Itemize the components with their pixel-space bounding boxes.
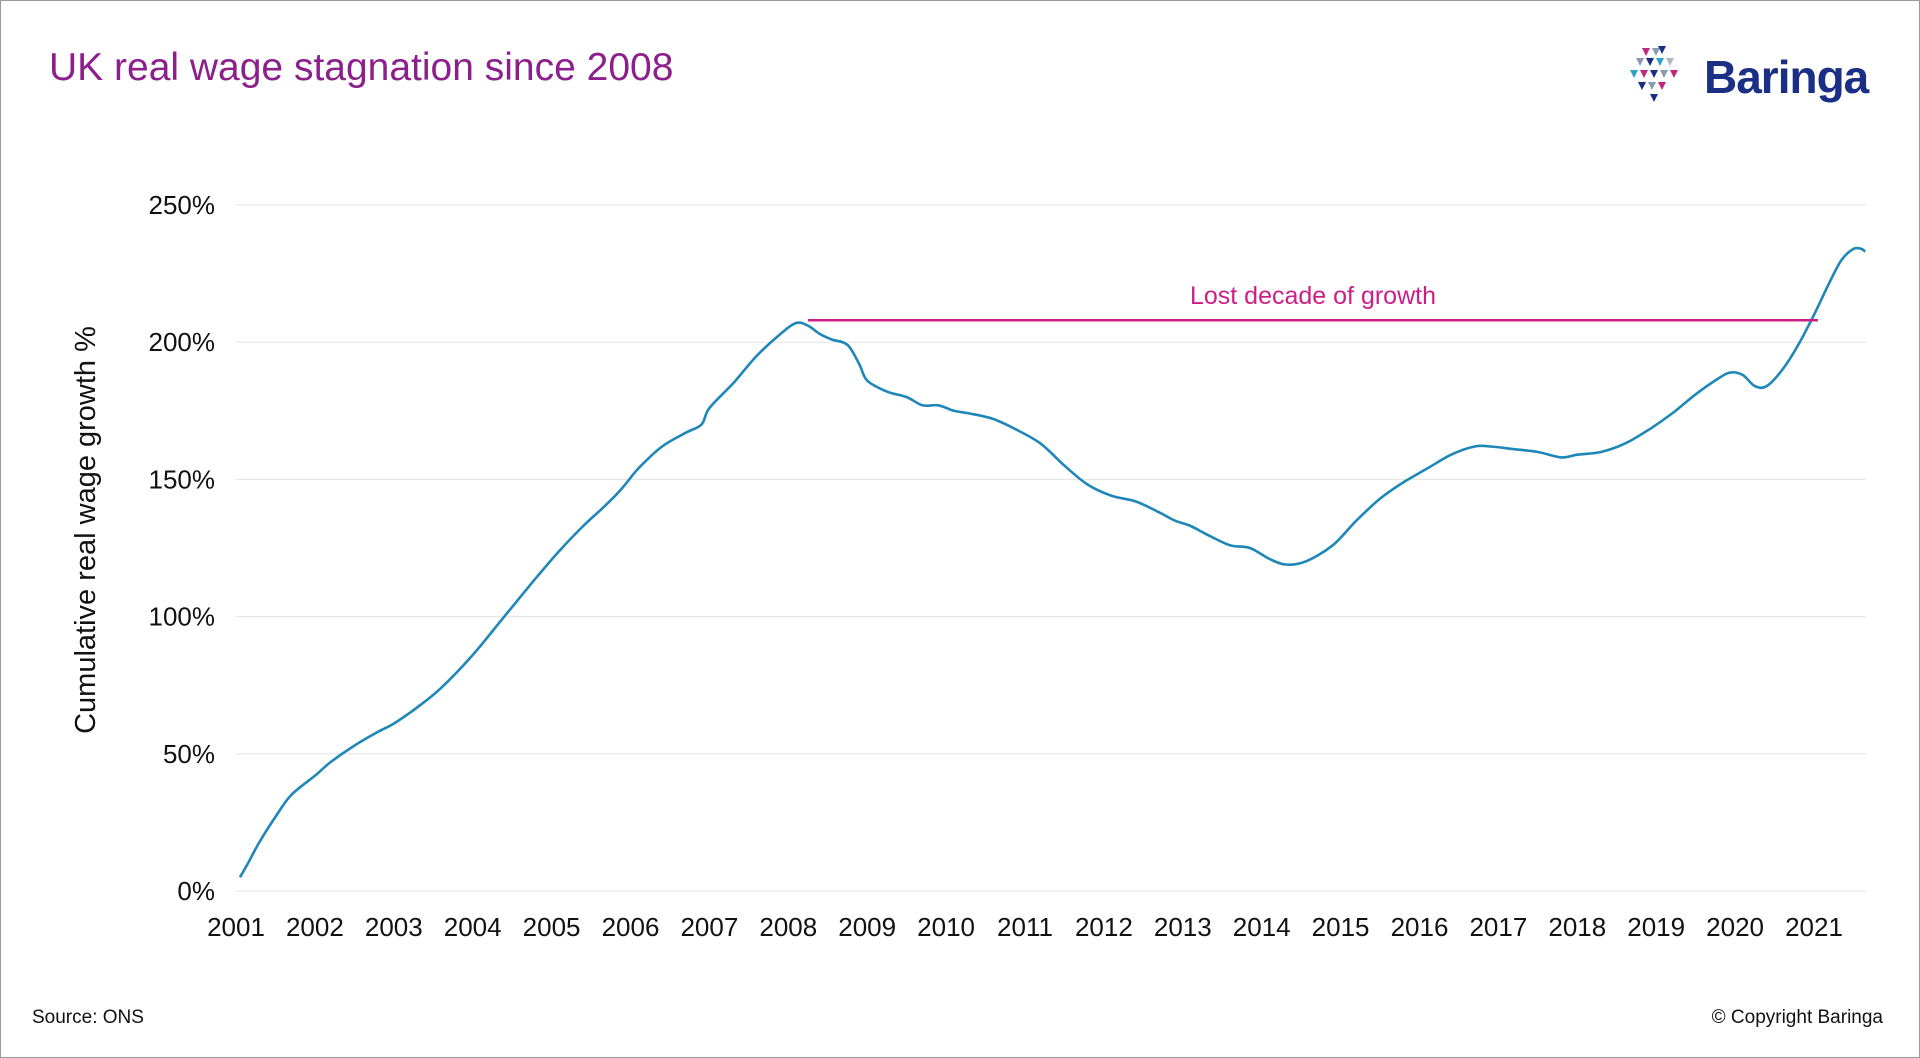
x-tick-label: 2003 [365,912,423,942]
x-tick-label: 2019 [1627,912,1685,942]
series-group [238,246,1867,878]
series-line [238,246,1867,878]
x-tick-label: 2007 [680,912,738,942]
y-tick-label: 150% [149,464,216,494]
x-tick-label: 2009 [838,912,896,942]
y-tick-label: 0% [177,876,215,906]
x-tick-label: 2004 [444,912,502,942]
x-tick-label: 2018 [1548,912,1606,942]
x-tick-label: 2005 [523,912,581,942]
x-tick-label: 2020 [1706,912,1764,942]
x-tick-label: 2015 [1312,912,1370,942]
x-tick-label: 2012 [1075,912,1133,942]
y-axis-label: Cumulative real wage growth % [70,326,102,734]
y-tick-labels: 0% 50% 100% 150% 200% 250% [149,190,216,906]
annotation-label: Lost decade of growth [1190,282,1436,310]
x-tick-label: 2017 [1469,912,1527,942]
logo-wordmark: Baringa [1704,51,1869,103]
x-tick-label: 2006 [602,912,660,942]
y-tick-label: 100% [149,602,216,632]
y-tick-label: 250% [149,190,216,220]
x-tick-label: 2021 [1785,912,1843,942]
x-tick-label: 2008 [759,912,817,942]
x-tick-label: 2011 [997,912,1053,942]
gridlines [236,204,1866,892]
x-tick-label: 2001 [207,912,265,942]
x-tick-label: 2010 [917,912,975,942]
x-tick-label: 2014 [1233,912,1291,942]
x-tick-label: 2016 [1391,912,1449,942]
x-tick-labels: 2001 2002 2003 2004 2005 2006 2007 2008 2009 2010… [207,912,1843,942]
x-tick-label: 2002 [286,912,344,942]
copyright-note: © Copyright Baringa [1711,1007,1883,1028]
y-tick-label: 50% [163,739,215,769]
baringa-logo: Baringa [1630,44,1870,114]
logo-triangles-icon [1630,46,1678,102]
page-title: UK real wage stagnation since 2008 [49,46,674,89]
y-tick-label: 200% [149,327,216,357]
annotation-group: Lost decade of growth [808,282,1818,322]
x-tick-label: 2013 [1154,912,1212,942]
source-note: Source: ONS [32,1007,144,1028]
